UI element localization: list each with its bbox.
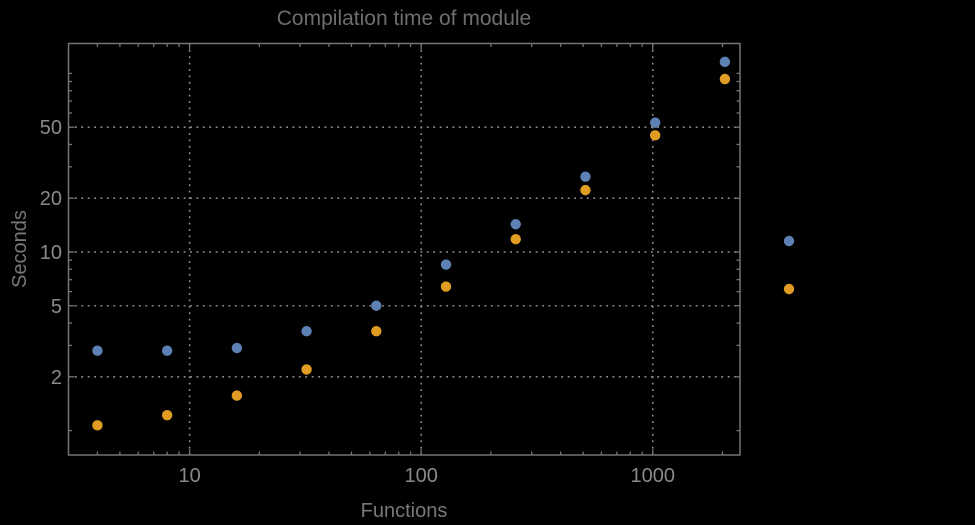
y-tick-label: 50 (40, 117, 62, 139)
frame (67, 42, 741, 456)
data-point (161, 345, 173, 356)
y-tick-label: 2 (51, 367, 62, 389)
data-point (231, 342, 243, 354)
data-point (649, 130, 661, 141)
data-point (92, 345, 103, 356)
y-tick-label: 10 (40, 242, 62, 264)
series-2-orange-points (92, 73, 731, 431)
x-tick-label: 100 (405, 465, 438, 487)
data-point (301, 326, 312, 337)
data-point (371, 300, 382, 311)
legend-markers (783, 235, 795, 295)
x-tick-label: 1000 (631, 465, 676, 487)
data-point (371, 326, 382, 337)
data-point (440, 259, 452, 270)
legend-marker-series-2-orange (783, 283, 795, 295)
y-tick-label: 20 (40, 188, 62, 210)
y-tick-label: 5 (51, 296, 62, 318)
x-axis-label: Functions (360, 500, 448, 522)
x-tick-labels: 10 100 1000 (178, 465, 675, 487)
data-point (510, 219, 521, 230)
data-point (719, 56, 731, 68)
axis-ticks (68, 43, 740, 455)
data-point (580, 171, 591, 182)
data-point (649, 117, 661, 128)
data-point (92, 420, 103, 431)
y-tick-labels: 2 5 10 20 50 (40, 117, 62, 389)
data-point (231, 390, 243, 401)
plot-frame (67, 42, 741, 456)
data-point (161, 409, 173, 421)
data-point (440, 281, 452, 292)
data-point (301, 364, 312, 375)
chart-title: Compilation time of module (276, 7, 532, 30)
data-point (719, 73, 731, 85)
data-point (580, 184, 591, 196)
x-tick-label: 10 (178, 465, 200, 487)
legend-marker-series-1-blue (783, 235, 795, 247)
series-1-blue-points (92, 56, 731, 356)
gridlines (68, 43, 740, 455)
data-point (510, 233, 521, 245)
